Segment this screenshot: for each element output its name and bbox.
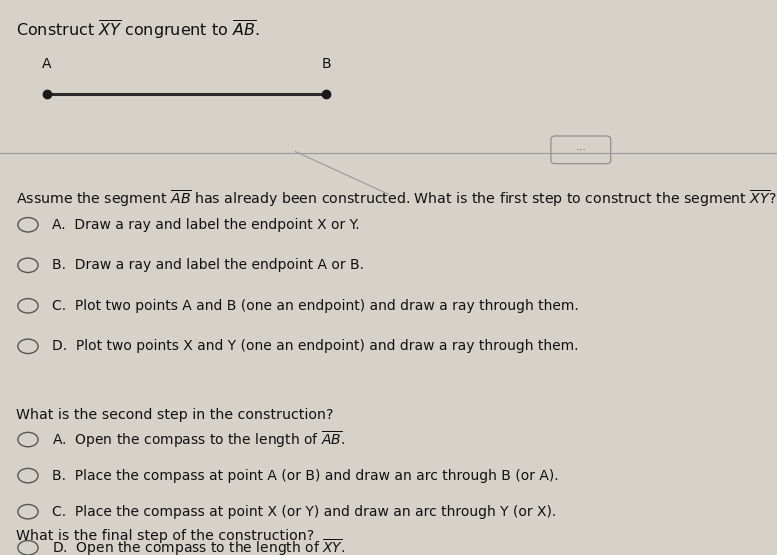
- Text: C.  Place the compass at point X (or Y) and draw an arc through Y (or X).: C. Place the compass at point X (or Y) a…: [52, 504, 556, 519]
- Text: ···: ···: [576, 145, 586, 155]
- Text: A.  Draw a ray and label the endpoint X or Y.: A. Draw a ray and label the endpoint X o…: [52, 218, 360, 232]
- Text: What is the final step of the construction?: What is the final step of the constructi…: [16, 529, 314, 543]
- Text: Construct $\overline{XY}$ congruent to $\overline{AB}$.: Construct $\overline{XY}$ congruent to $…: [16, 18, 260, 41]
- Text: C.  Plot two points A and B (one an endpoint) and draw a ray through them.: C. Plot two points A and B (one an endpo…: [52, 299, 579, 313]
- Text: B.  Place the compass at point A (or B) and draw an arc through B (or A).: B. Place the compass at point A (or B) a…: [52, 468, 559, 483]
- Text: A.  Open the compass to the length of $\overline{AB}$.: A. Open the compass to the length of $\o…: [52, 430, 345, 450]
- Text: D.  Plot two points X and Y (one an endpoint) and draw a ray through them.: D. Plot two points X and Y (one an endpo…: [52, 339, 579, 354]
- Text: Assume the segment $\overline{AB}$ has already been constructed. What is the fir: Assume the segment $\overline{AB}$ has a…: [16, 189, 776, 209]
- Text: B.  Draw a ray and label the endpoint A or B.: B. Draw a ray and label the endpoint A o…: [52, 258, 364, 273]
- Text: B: B: [322, 57, 331, 71]
- FancyBboxPatch shape: [551, 136, 611, 164]
- Text: What is the second step in the construction?: What is the second step in the construct…: [16, 408, 333, 422]
- Text: A: A: [42, 57, 51, 71]
- Text: D.  Open the compass to the length of $\overline{XY}$.: D. Open the compass to the length of $\o…: [52, 538, 345, 555]
